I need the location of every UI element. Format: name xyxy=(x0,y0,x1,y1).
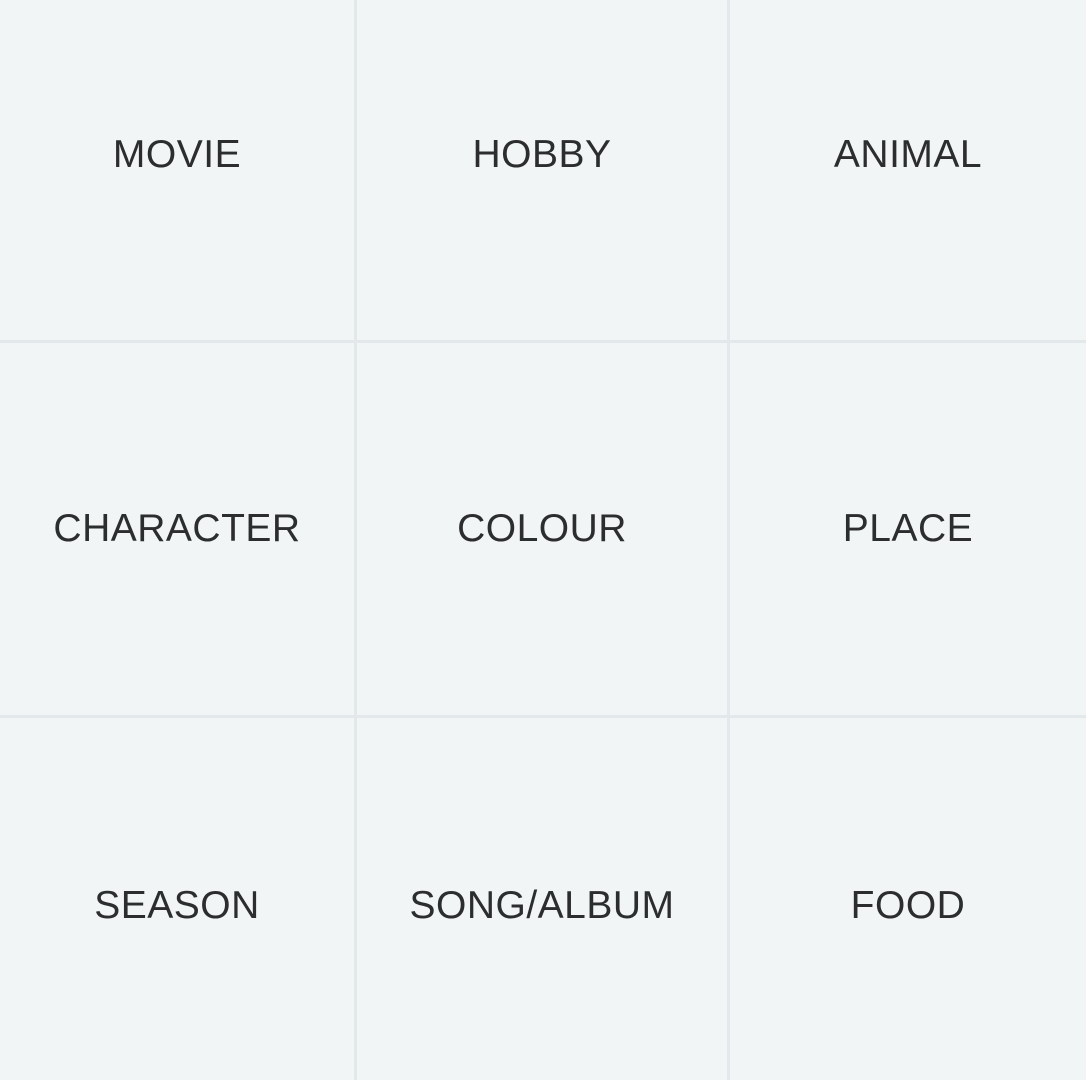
cell-colour: COLOUR xyxy=(357,343,730,718)
cell-label: PLACE xyxy=(842,507,974,550)
cell-label: COLOUR xyxy=(457,507,627,550)
cell-label: CHARACTER xyxy=(53,507,301,550)
cell-label: HOBBY xyxy=(472,133,612,176)
cell-character: CHARACTER xyxy=(0,343,357,718)
cell-label: ANIMAL xyxy=(833,133,983,176)
cell-place: PLACE xyxy=(730,343,1086,718)
cell-movie: MOVIE xyxy=(0,0,357,343)
cell-song-album: SONG/ALBUM xyxy=(357,718,730,1080)
cell-season: SEASON xyxy=(0,718,357,1080)
cell-label: SEASON xyxy=(94,884,260,927)
cell-hobby: HOBBY xyxy=(357,0,730,343)
cell-label: FOOD xyxy=(850,884,966,927)
cell-animal: ANIMAL xyxy=(730,0,1086,343)
cell-food: FOOD xyxy=(730,718,1086,1080)
cell-label: SONG/ALBUM xyxy=(409,884,675,927)
cell-label: MOVIE xyxy=(112,133,242,176)
